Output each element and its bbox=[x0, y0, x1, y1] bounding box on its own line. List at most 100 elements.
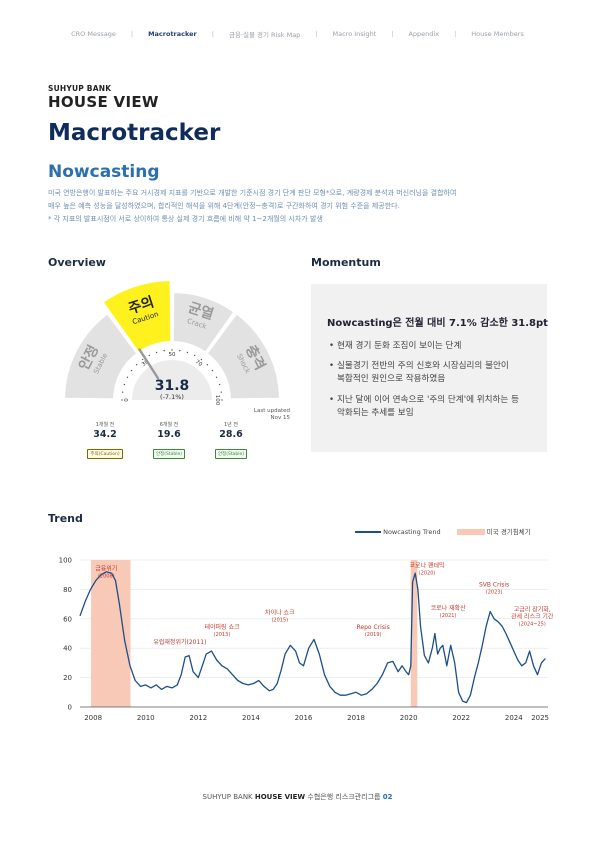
y-tick-label: 80 bbox=[63, 586, 72, 594]
chart-annotation: SVB Crisis(2023) bbox=[479, 581, 509, 595]
momentum-box: Nowcasting은 전월 대비 7.1% 감소한 31.8pt • 현재 경기… bbox=[311, 284, 548, 452]
stat-tag: 안정(Stable) bbox=[152, 449, 186, 459]
trend-chart: 0 20 40 60 80 100 2008 2010 2012 2014 2016 2018 2020… bbox=[59, 557, 553, 723]
bullet-dot: • bbox=[329, 361, 335, 371]
nav-separator: | bbox=[130, 30, 134, 38]
footer-dept: 수협은행 리스크관리그룹 bbox=[307, 793, 381, 801]
last-updated-label: Last updated bbox=[253, 408, 290, 414]
chart-annotation: 코로나 재확산(2021) bbox=[431, 604, 467, 619]
nav-separator: | bbox=[315, 30, 318, 38]
gauge-scale-dot bbox=[121, 391, 124, 393]
bullet-text: 지난 달에 이어 연속으로 '주의 단계'에 위치하는 등 bbox=[337, 395, 519, 405]
nav-item-5[interactable]: Appendix bbox=[408, 30, 440, 38]
y-tick-label: 40 bbox=[63, 645, 72, 653]
nav-item-1[interactable]: CRO Message bbox=[71, 30, 116, 38]
nav-separator: | bbox=[391, 30, 394, 38]
gauge-scale-dot bbox=[171, 349, 173, 351]
annotation-line: (2020) bbox=[419, 570, 436, 576]
trend-heading: Trend bbox=[48, 512, 83, 525]
page-number: 02 bbox=[382, 793, 393, 801]
stat-value: 28.6 bbox=[219, 429, 243, 440]
nav-separator: | bbox=[211, 30, 214, 38]
stat-item: 1개월 전 34.2 주의(Caution) bbox=[73, 421, 137, 459]
gauge-scale-dot bbox=[193, 354, 196, 357]
chart-annotation: 고금리 장기화,관세 리스크 기간(2024~25) bbox=[511, 605, 553, 627]
stat-value: 34.2 bbox=[93, 429, 117, 440]
stat-item: 1년 전 28.6 안정(Stable) bbox=[199, 421, 263, 459]
gauge-needle bbox=[138, 348, 160, 380]
recession-band bbox=[410, 560, 418, 707]
x-tick-label: 2016 bbox=[295, 714, 313, 722]
chart-annotation: 코로나 팬데믹(2020) bbox=[410, 561, 445, 576]
chart-annotation: 유럽재정위기(2011) bbox=[153, 638, 206, 646]
momentum-heading: Momentum bbox=[311, 256, 381, 269]
bullet-text: 실물경기 전반의 주의 신호와 시장심리의 불안이 bbox=[337, 361, 509, 371]
annotation-line: (2013) bbox=[214, 632, 231, 638]
legend-recession-swatch bbox=[456, 529, 485, 535]
annotation-line: 차이나 쇼크 bbox=[265, 608, 295, 616]
gauge-scale-dot bbox=[148, 354, 151, 357]
nav-item-3[interactable]: 금융·실물 경기 Risk Map bbox=[228, 31, 301, 39]
stat-label: 1개월 전 bbox=[95, 422, 115, 428]
footer-brand-bold: HOUSE VIEW bbox=[254, 793, 306, 801]
bullet-text: 현재 경기 둔화 조짐이 보이는 단계 bbox=[337, 341, 462, 351]
trend-legend: Nowcasting Trend 미국 경기침체기 bbox=[355, 526, 531, 536]
x-tick-label: 2020 bbox=[400, 714, 418, 722]
x-tick-label: 2010 bbox=[137, 714, 155, 722]
annotation-line: 고금리 장기화, bbox=[514, 605, 551, 613]
x-tick-label: 2014 bbox=[242, 714, 260, 722]
gauge-change: (-7.1%) bbox=[160, 393, 184, 401]
gauge-scale-dot bbox=[220, 391, 223, 393]
chart-annotation: 차이나 쇼크(2015) bbox=[265, 608, 295, 623]
gauge-scale-label: 30 bbox=[141, 359, 151, 368]
annotation-line: Repo Crisis bbox=[357, 624, 390, 631]
chart-annotation: Repo Crisis(2019) bbox=[357, 624, 390, 638]
chart-annotation: 금융위기(2008) bbox=[95, 564, 117, 579]
nav-separator: | bbox=[454, 30, 457, 38]
gauge-scale-dot bbox=[155, 351, 158, 354]
gauge-scale-dot bbox=[141, 358, 144, 361]
bullet-text: 복합적인 원인으로 작용하였음 bbox=[337, 374, 446, 384]
description-line: 매우 높은 예측 성능을 달성하였으며, 합리적인 해석을 위해 4단계(안정~… bbox=[48, 202, 400, 210]
gauge-zone-shock bbox=[205, 311, 282, 401]
x-tick-label: 2025 bbox=[531, 714, 549, 722]
description-footnote: * 각 지표의 발표시점이 서로 상이하여 통상 실제 경기 흐름에 비해 약 … bbox=[48, 215, 323, 223]
nav-item-4[interactable]: Macro Insight bbox=[332, 30, 377, 38]
gauge-scale-dot bbox=[126, 376, 129, 379]
legend-recession-label: 미국 경기침체기 bbox=[486, 528, 531, 536]
stat-label: 1년 전 bbox=[224, 422, 238, 428]
x-tick-label: 2008 bbox=[84, 714, 102, 722]
annotation-line: 코로나 팬데믹 bbox=[410, 561, 445, 569]
annotation-line: (2019) bbox=[365, 632, 382, 638]
bullet-dot: • bbox=[329, 395, 335, 405]
gauge-scale-label: 50 bbox=[169, 352, 176, 358]
gauge-value: 31.8 bbox=[155, 378, 190, 394]
gauge-scale-dot bbox=[218, 383, 221, 386]
annotation-line: 테이퍼링 쇼크 bbox=[204, 623, 240, 631]
gauge-zone-crack bbox=[171, 290, 236, 355]
y-tick-label: 60 bbox=[63, 615, 72, 623]
annotation-line: 금융위기 bbox=[95, 564, 117, 572]
x-tick-label: 2018 bbox=[347, 714, 365, 722]
gauge-scale-dot bbox=[206, 363, 209, 366]
gauge-scale-dot bbox=[135, 363, 138, 366]
gauge-zone-caution bbox=[101, 280, 173, 355]
gauge-scale-label: 100 bbox=[214, 395, 220, 406]
nav-item-6[interactable]: House Members bbox=[471, 30, 524, 38]
momentum-bullet: • 현재 경기 둔화 조짐이 보이는 단계 bbox=[329, 340, 461, 353]
chart-annotation: 테이퍼링 쇼크(2013) bbox=[204, 623, 240, 638]
gauge-scale-dot bbox=[215, 376, 218, 379]
annotation-line: 관세 리스크 기간 bbox=[511, 612, 553, 620]
nav-item-2[interactable]: Macrotracker bbox=[148, 30, 197, 38]
y-tick-label: 100 bbox=[59, 557, 72, 565]
y-tick-label: 20 bbox=[63, 674, 72, 682]
gauge-scale-dot bbox=[130, 369, 133, 372]
stat-tag: 주의(Caution) bbox=[87, 449, 123, 459]
y-tick-label: 0 bbox=[68, 704, 72, 712]
gauge-scale-dot bbox=[221, 399, 223, 401]
footer-brand: SUHYUP BANK bbox=[202, 793, 253, 801]
footer: SUHYUP BANK HOUSE VIEW 수협은행 리스크관리그룹 02 bbox=[0, 792, 595, 802]
brand-small: SUHYUP BANK bbox=[48, 84, 112, 93]
annotation-line: 코로나 재확산 bbox=[431, 604, 467, 612]
